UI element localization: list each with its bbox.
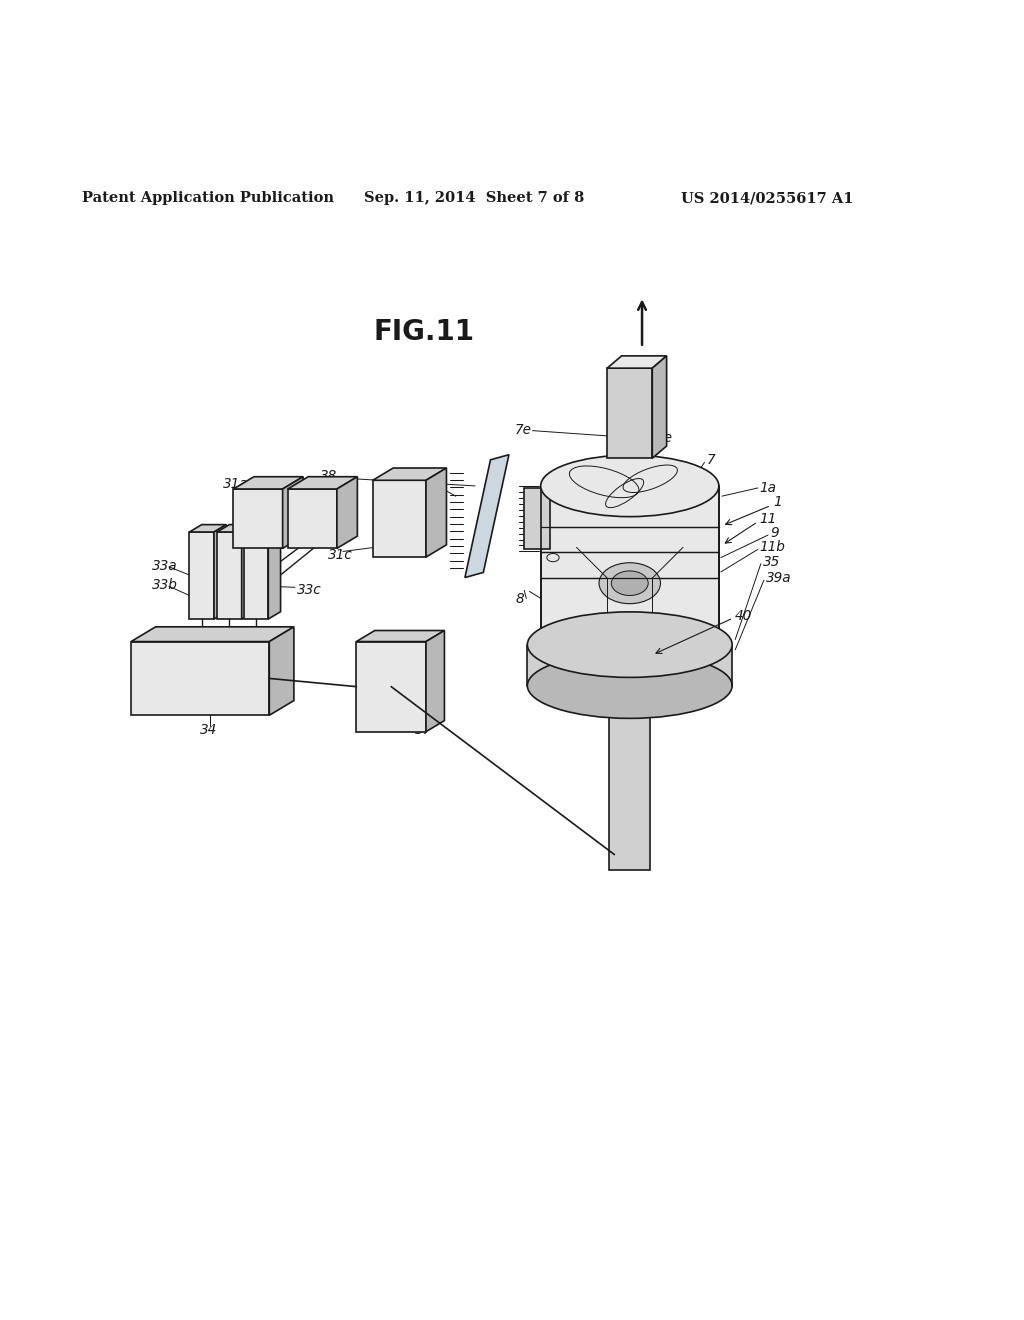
Polygon shape — [189, 524, 226, 532]
Polygon shape — [214, 524, 226, 619]
Ellipse shape — [527, 653, 732, 718]
Polygon shape — [217, 532, 242, 619]
Text: 1: 1 — [773, 495, 781, 510]
Text: 1a: 1a — [760, 480, 777, 495]
Polygon shape — [527, 644, 732, 685]
Text: 37: 37 — [415, 722, 432, 737]
Text: 39a: 39a — [766, 572, 792, 585]
Text: 33b: 33b — [152, 578, 177, 593]
Polygon shape — [426, 631, 444, 731]
Polygon shape — [607, 368, 652, 458]
Polygon shape — [524, 488, 550, 549]
Text: 33c: 33c — [297, 583, 322, 598]
Ellipse shape — [527, 612, 732, 677]
Polygon shape — [242, 524, 254, 619]
Polygon shape — [288, 477, 357, 488]
Polygon shape — [373, 480, 426, 557]
Ellipse shape — [541, 614, 719, 676]
Text: Patent Application Publication: Patent Application Publication — [82, 191, 334, 205]
Polygon shape — [233, 488, 283, 548]
Text: 40: 40 — [735, 609, 753, 623]
Polygon shape — [244, 524, 281, 532]
Text: FIG.11: FIG.11 — [374, 318, 475, 346]
Text: 39: 39 — [712, 643, 729, 657]
Polygon shape — [465, 454, 509, 578]
Ellipse shape — [541, 455, 719, 516]
Text: 7: 7 — [707, 453, 715, 467]
Text: 21: 21 — [551, 603, 568, 618]
Polygon shape — [337, 477, 357, 548]
Text: US 2014/0255617 A1: US 2014/0255617 A1 — [681, 191, 853, 205]
Text: Sep. 11, 2014  Sheet 7 of 8: Sep. 11, 2014 Sheet 7 of 8 — [364, 191, 584, 205]
Text: 9: 9 — [770, 527, 778, 540]
Polygon shape — [244, 532, 268, 619]
Ellipse shape — [599, 562, 660, 603]
Text: 8: 8 — [515, 591, 523, 606]
Polygon shape — [189, 532, 214, 619]
Text: 31c: 31c — [328, 548, 352, 561]
Text: 31b: 31b — [266, 477, 292, 491]
Polygon shape — [356, 631, 444, 642]
Polygon shape — [609, 713, 650, 870]
Polygon shape — [288, 488, 337, 548]
Polygon shape — [268, 524, 281, 619]
Polygon shape — [283, 477, 303, 548]
Text: 33a: 33a — [152, 558, 177, 573]
Polygon shape — [217, 524, 254, 532]
Polygon shape — [131, 642, 269, 715]
Text: 31a: 31a — [223, 477, 249, 491]
Polygon shape — [356, 642, 426, 731]
Text: 7e: 7e — [515, 422, 532, 437]
Polygon shape — [131, 627, 294, 642]
Polygon shape — [269, 627, 294, 715]
Polygon shape — [426, 469, 446, 557]
Text: 7e: 7e — [655, 430, 673, 445]
Text: 34: 34 — [200, 722, 217, 737]
Text: 11b: 11b — [760, 540, 785, 554]
Text: 38: 38 — [319, 469, 337, 483]
Bar — [541, 525, 719, 635]
Polygon shape — [607, 356, 667, 368]
Polygon shape — [541, 486, 719, 644]
Text: 35: 35 — [763, 554, 780, 569]
Text: 32: 32 — [412, 469, 429, 483]
Polygon shape — [233, 477, 303, 488]
Ellipse shape — [611, 572, 648, 595]
Polygon shape — [652, 356, 667, 458]
Polygon shape — [373, 469, 446, 480]
Text: 11: 11 — [760, 512, 777, 525]
